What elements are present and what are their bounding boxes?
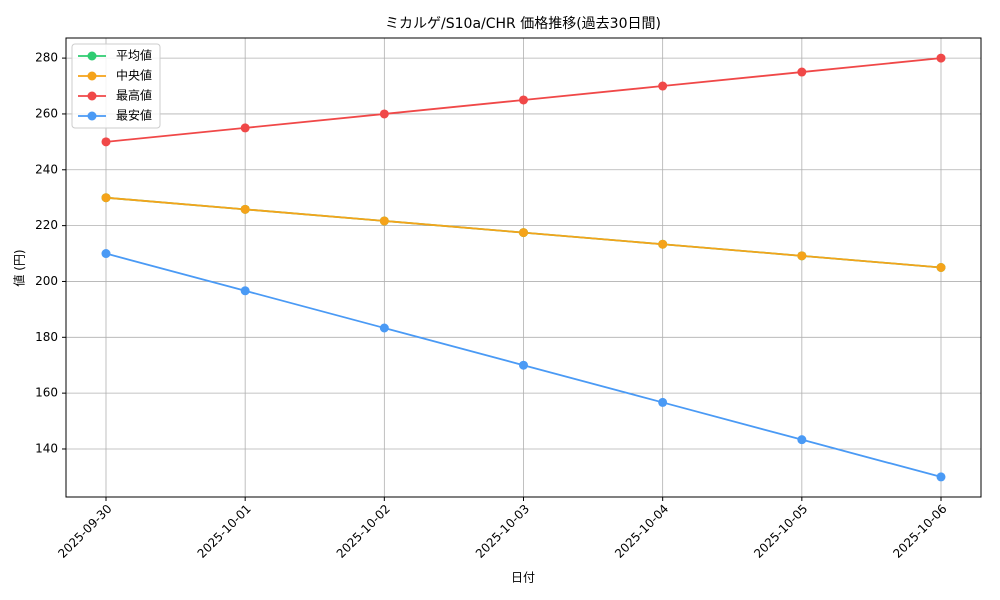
point [240, 123, 250, 133]
point [379, 216, 389, 226]
point [519, 228, 528, 238]
point [240, 286, 250, 296]
point [101, 193, 111, 203]
plot-frame [65, 37, 982, 498]
point [936, 53, 946, 63]
point [658, 397, 668, 407]
point [101, 249, 111, 259]
legend-label: 平均値 [116, 48, 152, 63]
legend-marker [87, 111, 97, 121]
y-tick-label: 140 [35, 441, 58, 455]
x-tick-label: 2025-10-03 [473, 502, 532, 561]
point [101, 137, 111, 147]
x-tick-label: 2025-09-30 [55, 502, 114, 561]
y-tick-label: 160 [35, 386, 58, 400]
legend-marker [87, 51, 97, 61]
x-tick-label: 2025-10-04 [612, 502, 671, 561]
x-tick-label: 2025-10-06 [890, 502, 949, 561]
legend-box [71, 43, 161, 129]
point [519, 360, 528, 370]
legend-marker [87, 91, 97, 101]
legend-label: 最高値 [116, 88, 152, 103]
y-tick-label: 260 [35, 106, 58, 120]
y-tick-label: 180 [35, 330, 58, 344]
point [936, 472, 946, 482]
y-tick-label: 220 [35, 218, 58, 232]
y-tick-label: 280 [35, 51, 58, 65]
y-tick-label: 240 [35, 162, 58, 176]
x-tick-label: 2025-10-01 [195, 502, 254, 561]
legend-label: 中央値 [116, 68, 152, 83]
point [379, 323, 389, 333]
legend-marker [87, 71, 97, 81]
point [519, 95, 528, 105]
point [658, 81, 668, 91]
point [797, 67, 807, 77]
x-tick-label: 2025-10-02 [334, 502, 393, 561]
point [797, 251, 807, 261]
y-axis-label: 値 (円) [12, 249, 27, 286]
x-axis-label: 日付 [511, 571, 535, 585]
point [240, 204, 250, 214]
point [658, 239, 668, 249]
chart-title: ミカルゲ/S10a/CHR 価格推移(過去30日間) [385, 16, 661, 32]
point [379, 109, 389, 119]
point [797, 435, 807, 445]
x-tick-label: 2025-10-05 [751, 502, 810, 561]
legend-label: 最安値 [116, 108, 152, 123]
y-tick-label: 200 [35, 274, 58, 288]
point [936, 263, 946, 272]
